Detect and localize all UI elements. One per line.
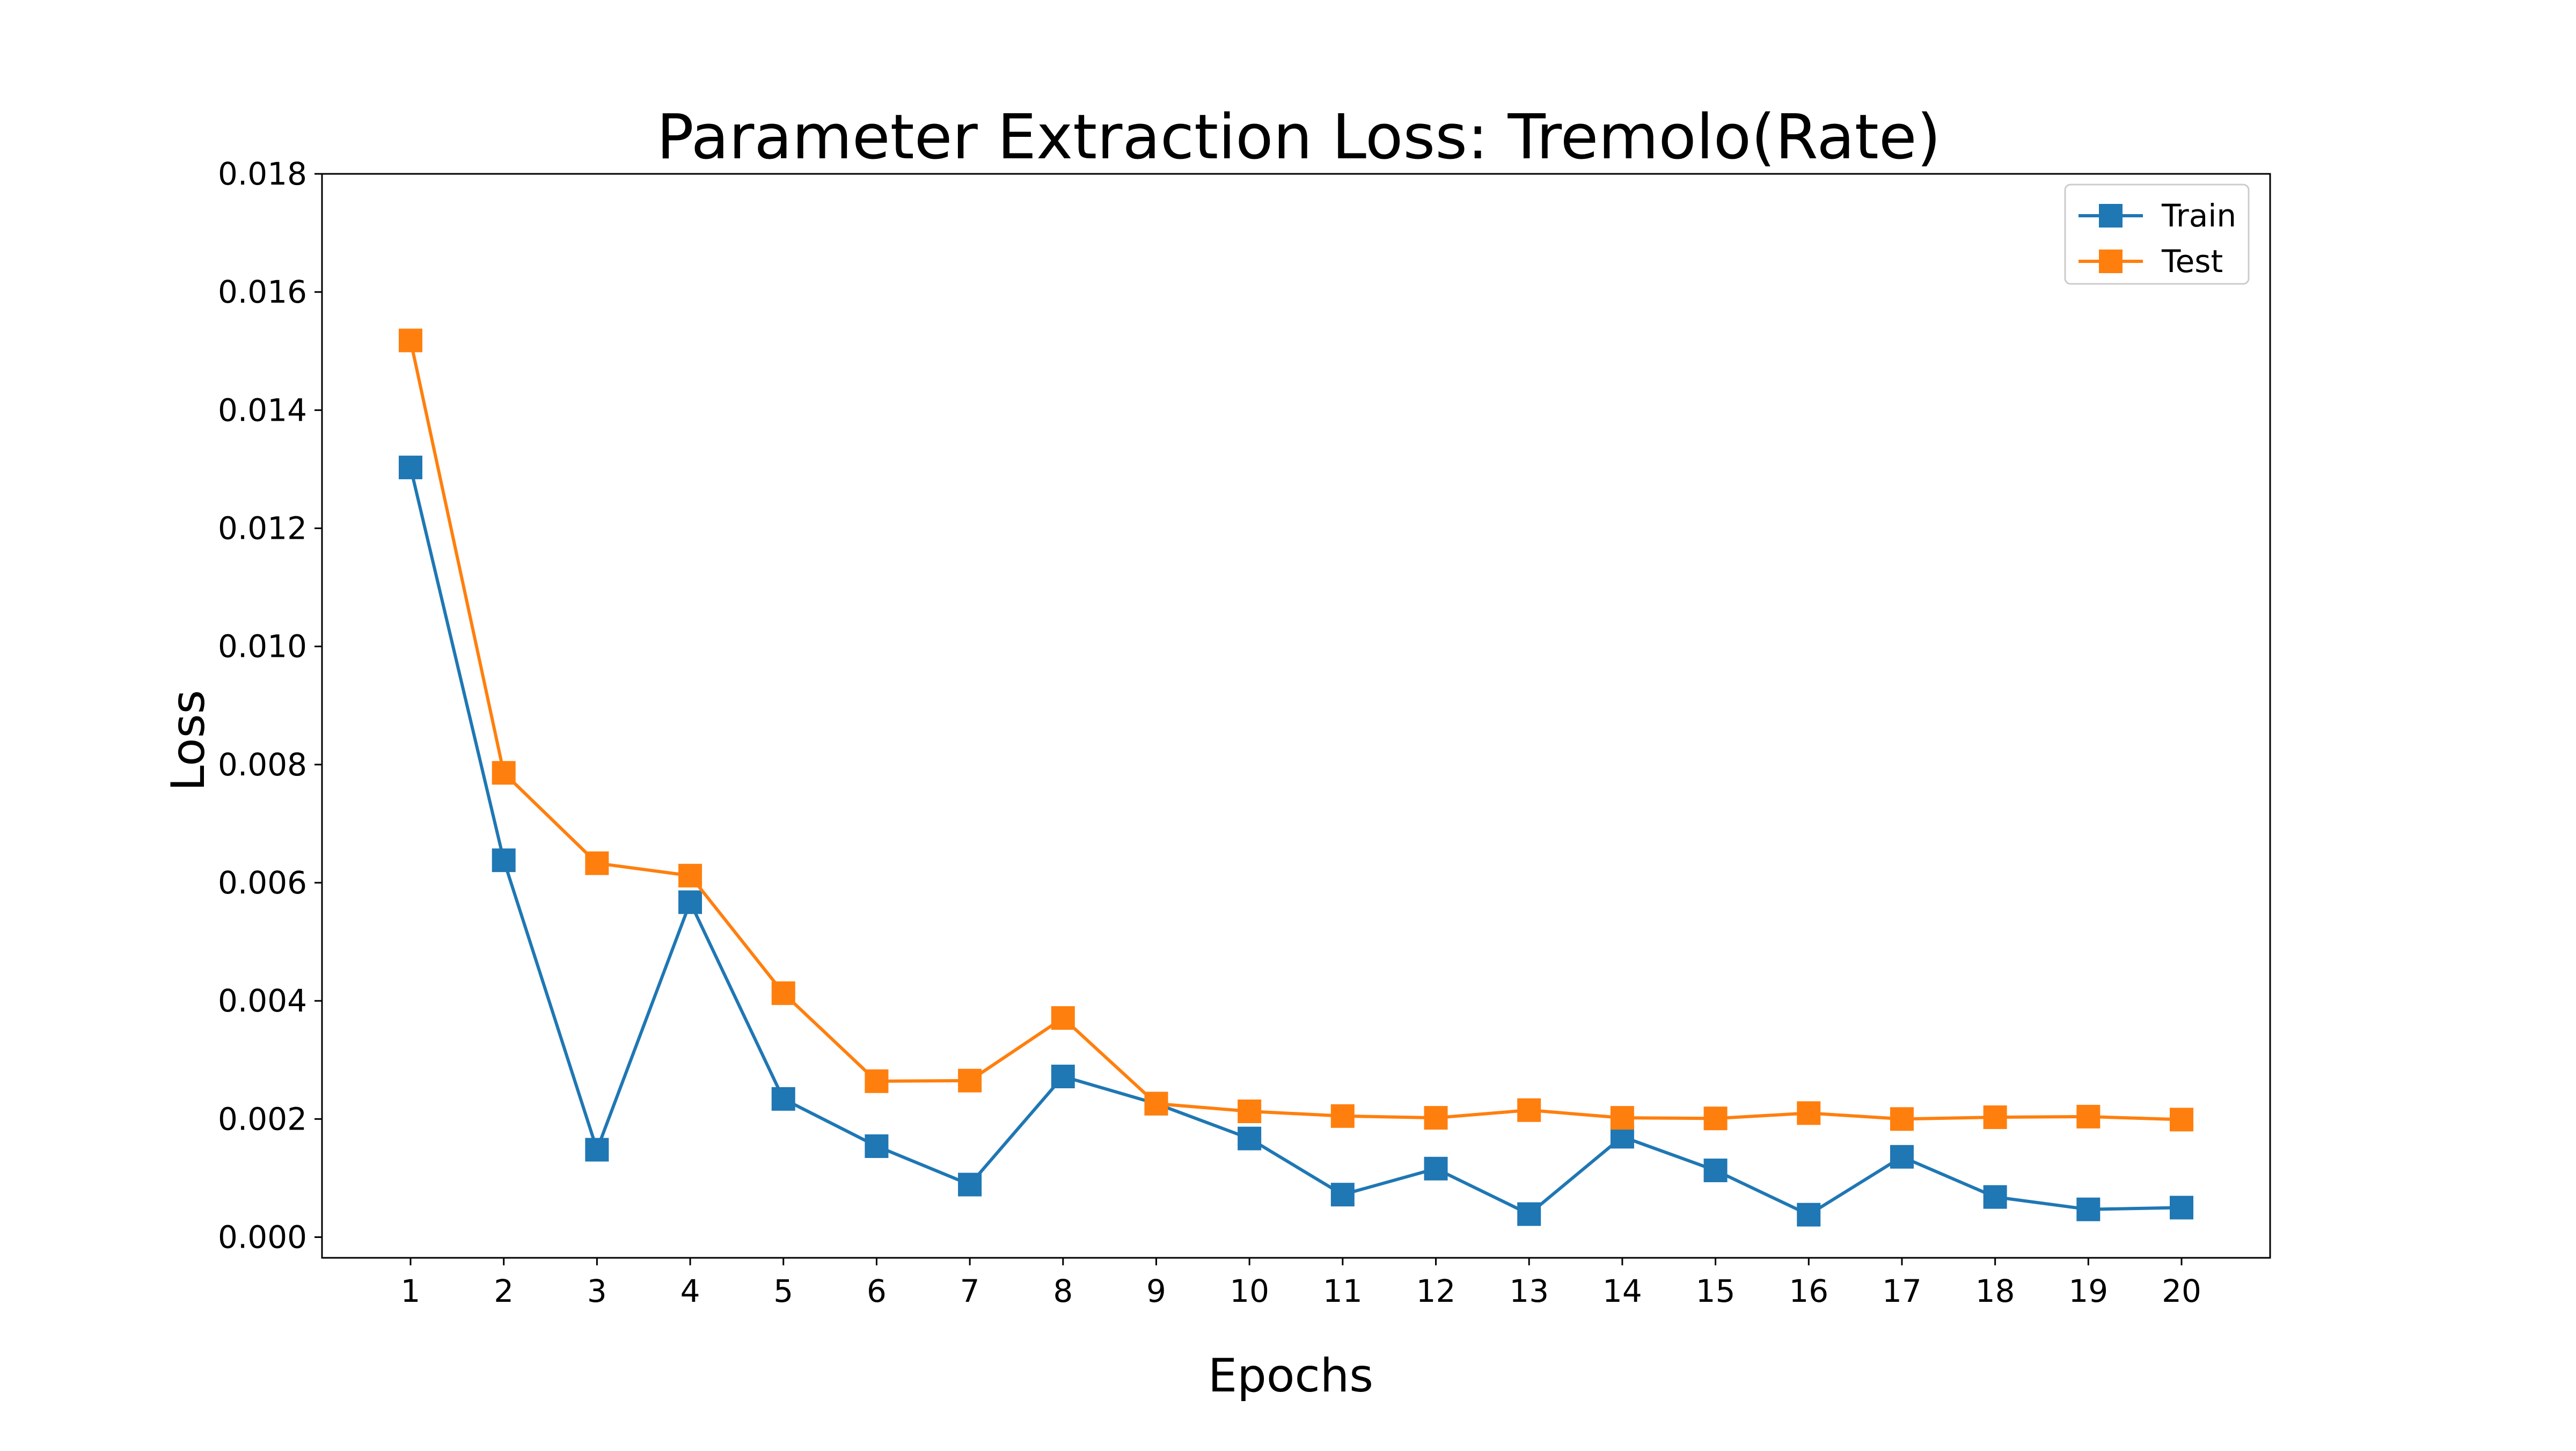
data-point-train — [958, 1172, 982, 1197]
y-tick-label: 0.018 — [218, 156, 307, 192]
data-point-test — [1144, 1091, 1168, 1116]
x-tick-label: 14 — [1602, 1273, 1642, 1309]
x-tick-label: 20 — [2162, 1273, 2201, 1309]
legend-train-marker — [2099, 204, 2123, 228]
data-point-test — [2076, 1104, 2101, 1128]
y-tick-label: 0.008 — [218, 746, 307, 783]
data-point-test — [1517, 1098, 1541, 1122]
data-point-test — [2170, 1108, 2193, 1132]
data-point-train — [1890, 1145, 1914, 1169]
data-point-train — [771, 1087, 795, 1111]
x-tick-label: 19 — [2068, 1273, 2108, 1309]
data-point-train — [2170, 1196, 2193, 1220]
data-point-train — [678, 890, 702, 914]
x-tick-label: 7 — [960, 1273, 980, 1309]
legend-test-marker — [2099, 250, 2123, 273]
data-point-test — [1051, 1006, 1075, 1030]
data-point-train — [585, 1138, 609, 1162]
x-tick-label: 16 — [1789, 1273, 1828, 1309]
x-tick-label: 1 — [401, 1273, 421, 1309]
x-axis-label: Epochs — [1208, 1349, 1373, 1403]
legend-test-label: Test — [2161, 243, 2223, 280]
data-point-train — [399, 456, 422, 480]
data-point-test — [1890, 1107, 1914, 1131]
data-point-train — [1517, 1202, 1541, 1226]
y-tick-label: 0.012 — [218, 510, 307, 546]
data-point-test — [585, 851, 609, 875]
legend-train-label: Train — [2161, 197, 2236, 234]
data-point-test — [1238, 1099, 1262, 1123]
data-point-train — [1330, 1183, 1355, 1207]
y-axis-ticks: 0.000 0.002 0.004 0.006 0.008 0.010 0.012 0.014… — [218, 156, 322, 1255]
series-test-line — [409, 340, 2182, 1122]
data-point-test — [1797, 1101, 1821, 1125]
x-tick-label: 12 — [1416, 1273, 1456, 1309]
data-point-test — [958, 1068, 982, 1093]
x-tick-label: 13 — [1509, 1273, 1549, 1309]
x-tick-label: 17 — [1882, 1273, 1922, 1309]
data-point-test — [865, 1069, 889, 1093]
y-tick-label: 0.014 — [218, 392, 307, 428]
y-tick-label: 0.004 — [218, 983, 307, 1019]
chart-title: Parameter Extraction Loss: Tremolo(Rate) — [657, 101, 1941, 173]
y-tick-label: 0.002 — [218, 1101, 307, 1137]
y-tick-label: 0.010 — [218, 628, 307, 665]
series-test — [399, 328, 2193, 1132]
x-tick-label: 2 — [494, 1273, 514, 1309]
series-train-line — [409, 467, 2182, 1217]
data-point-test — [1610, 1106, 1634, 1130]
data-point-train — [865, 1134, 889, 1158]
data-point-train — [2076, 1197, 2101, 1221]
x-tick-label: 9 — [1146, 1273, 1166, 1309]
x-tick-label: 10 — [1230, 1273, 1269, 1309]
series-layer — [399, 328, 2193, 1227]
data-point-test — [771, 981, 795, 1005]
data-point-test — [1703, 1106, 1728, 1131]
data-point-train — [1797, 1203, 1821, 1227]
y-tick-label: 0.000 — [218, 1219, 307, 1255]
data-point-test — [1424, 1106, 1448, 1130]
y-tick-label: 0.006 — [218, 864, 307, 901]
data-point-test — [1983, 1105, 2007, 1130]
data-point-train — [1424, 1156, 1448, 1181]
data-point-train — [1703, 1159, 1728, 1183]
data-point-test — [678, 863, 702, 888]
data-point-test — [1330, 1104, 1355, 1128]
x-tick-label: 6 — [867, 1273, 887, 1309]
data-point-train — [1983, 1185, 2007, 1209]
data-point-train — [492, 848, 516, 873]
x-tick-label: 3 — [587, 1273, 607, 1309]
x-tick-label: 18 — [1975, 1273, 2015, 1309]
plot-area-frame — [321, 173, 2271, 1259]
data-point-train — [1051, 1065, 1075, 1089]
y-tick-label: 0.016 — [218, 274, 307, 310]
data-point-train — [1238, 1126, 1262, 1150]
x-tick-label: 5 — [773, 1273, 793, 1309]
legend: Train Test — [2064, 184, 2250, 285]
data-point-test — [399, 328, 422, 353]
x-tick-label: 8 — [1053, 1273, 1073, 1309]
y-axis-label: Loss — [162, 690, 215, 792]
x-tick-label: 4 — [680, 1273, 700, 1309]
data-point-test — [492, 761, 516, 785]
x-tick-label: 15 — [1696, 1273, 1736, 1309]
x-axis-ticks: 1 2 3 4 5 6 7 8 9 10 11 12 13 14 15 16 17 18 19 20 — [401, 1258, 2201, 1309]
x-tick-label: 11 — [1323, 1273, 1363, 1309]
